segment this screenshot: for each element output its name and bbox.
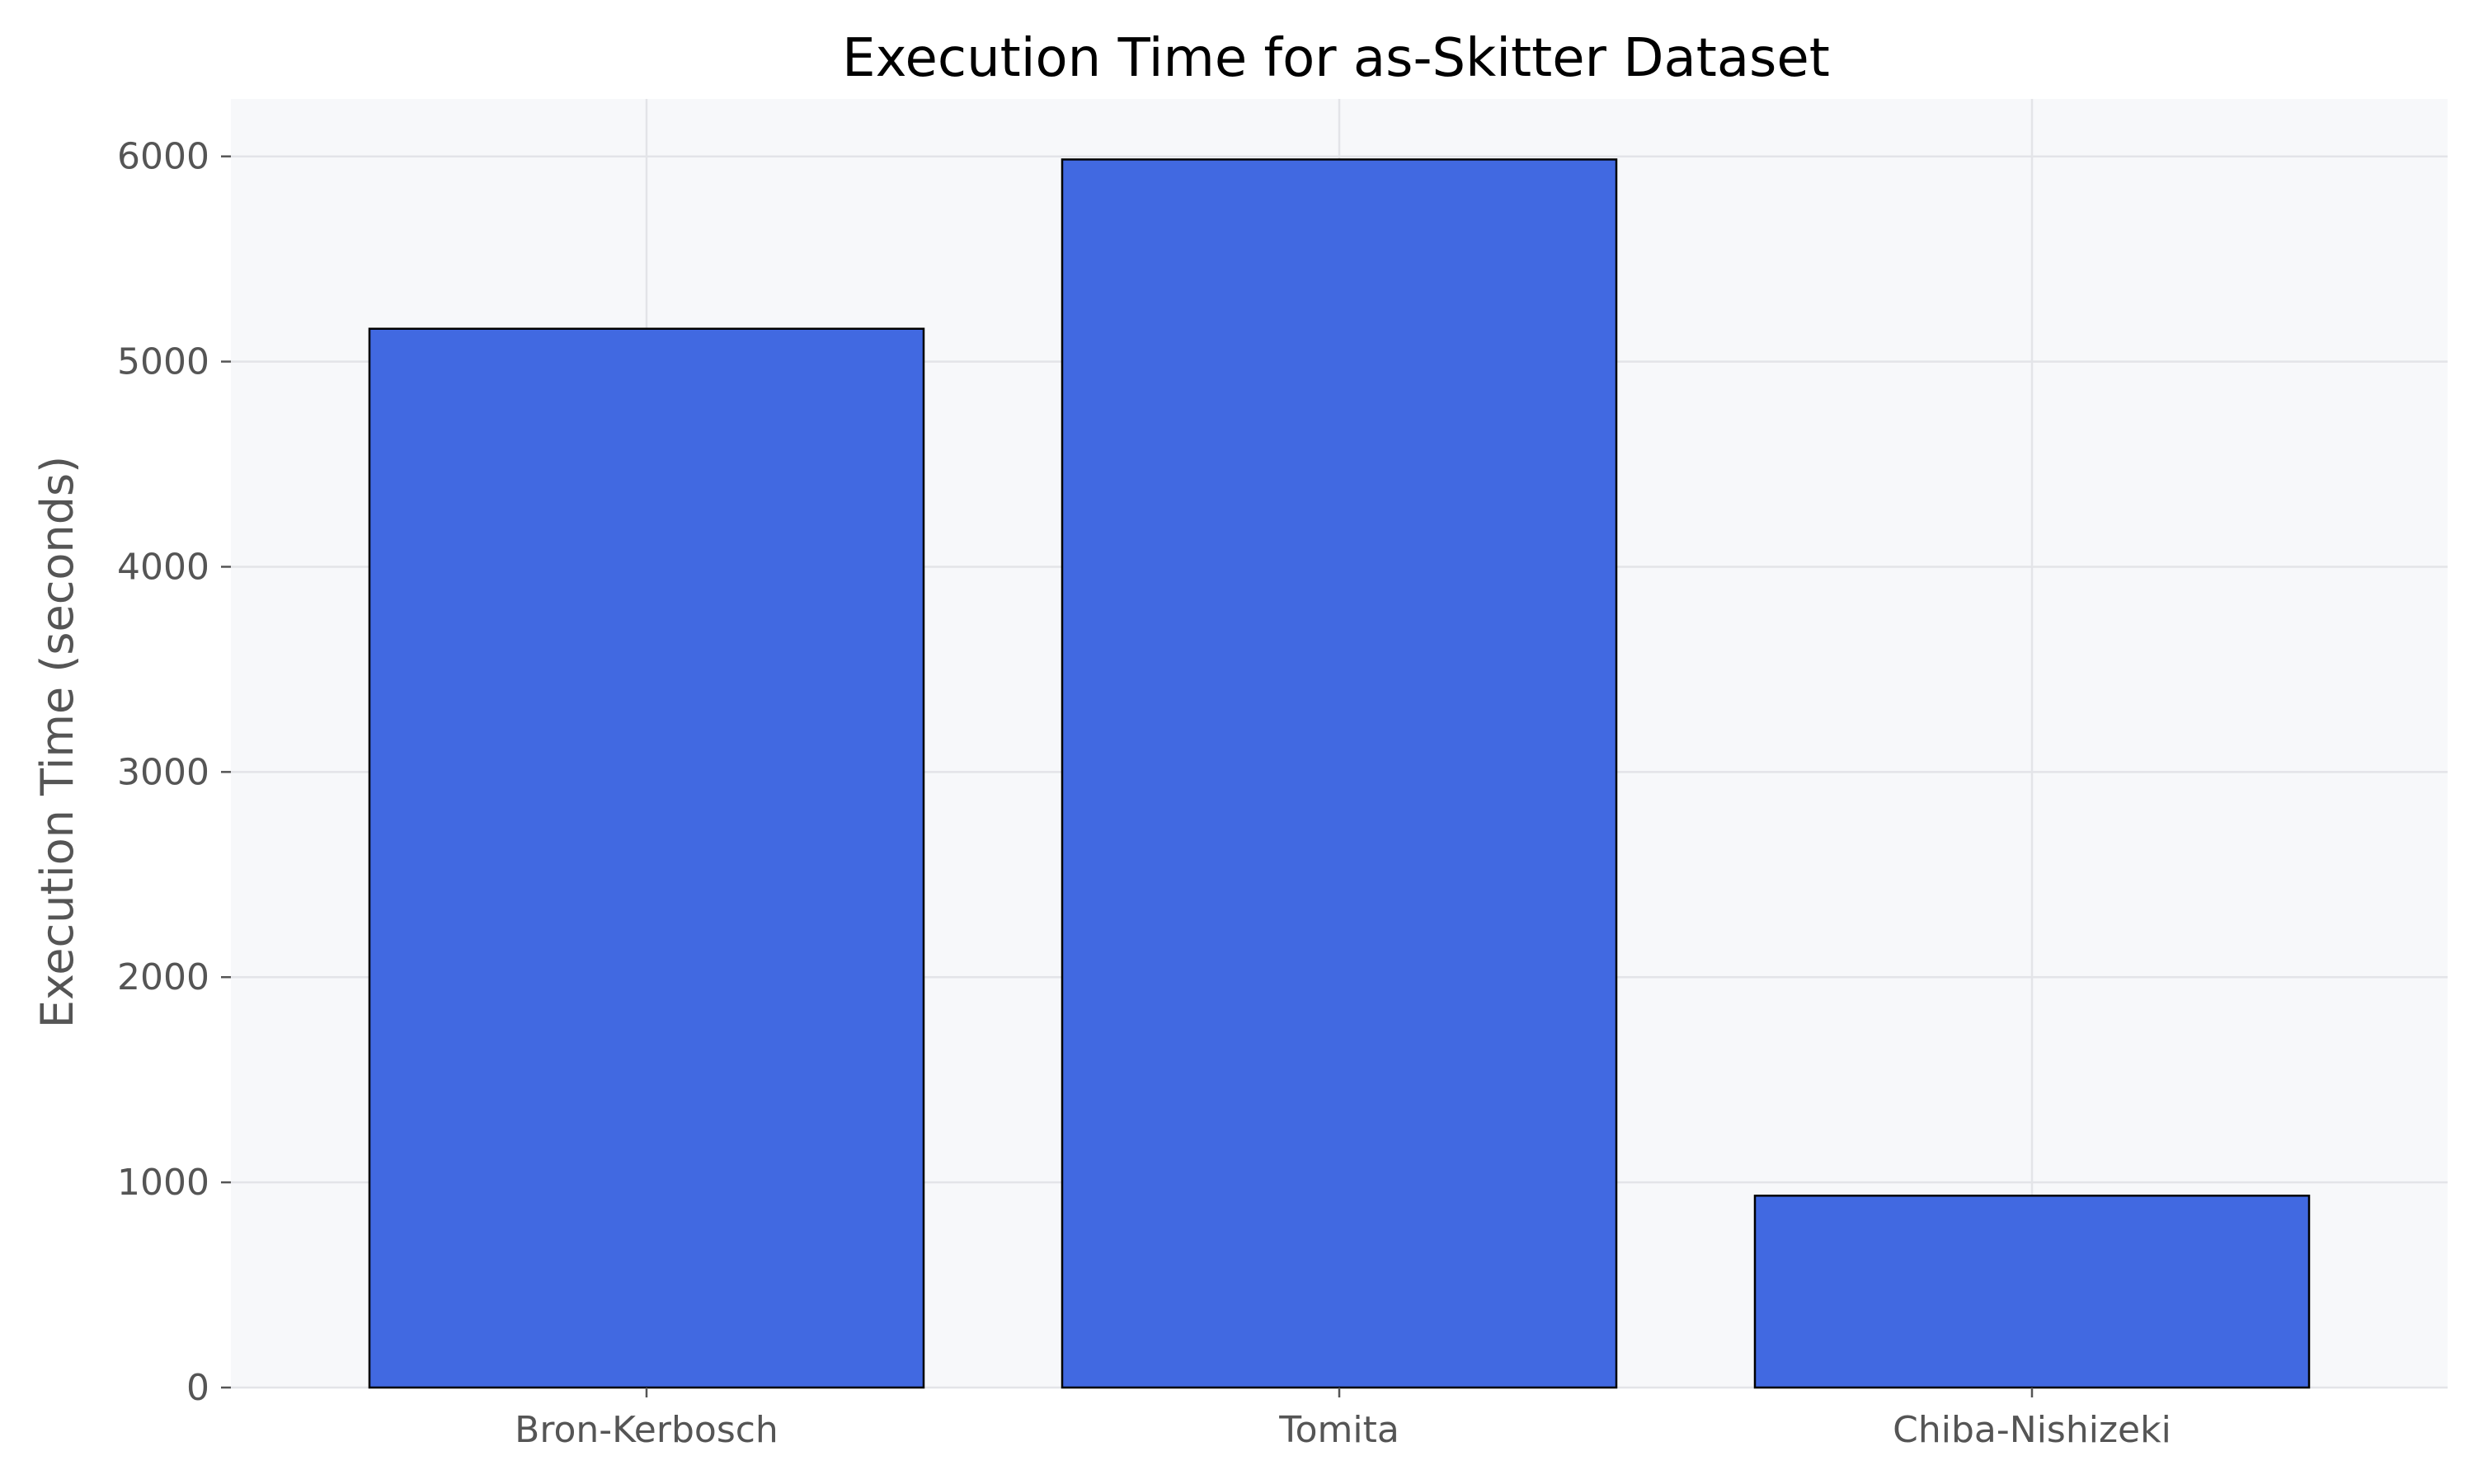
bars	[368, 158, 2311, 1389]
y-tick-label: 0	[186, 1367, 209, 1409]
y-tick-label: 6000	[117, 136, 209, 178]
bar-tomita	[1061, 158, 1618, 1389]
x-tick-label: Chiba-Nishizeki	[1893, 1409, 2171, 1451]
x-tick-label: Tomita	[1278, 1409, 1399, 1451]
y-tick-label: 3000	[117, 751, 209, 793]
chart-title: Execution Time for as-Skitter Dataset	[842, 28, 1830, 89]
x-tick-label: Bron-Kerbosch	[515, 1409, 778, 1451]
y-tick-label: 5000	[117, 341, 209, 383]
bar-chiba-nishizeki	[1753, 1195, 2311, 1389]
y-tick-label: 4000	[117, 546, 209, 588]
y-axis-label: Execution Time (seconds)	[31, 456, 83, 1028]
bar-bron-kerbosch	[368, 327, 925, 1389]
axis-ticks: 0 1000 2000 3000 4000 5000 6000 Bron-Kerbosch To…	[117, 136, 2171, 1451]
y-tick-label: 1000	[117, 1162, 209, 1204]
y-tick-label: 2000	[117, 956, 209, 998]
